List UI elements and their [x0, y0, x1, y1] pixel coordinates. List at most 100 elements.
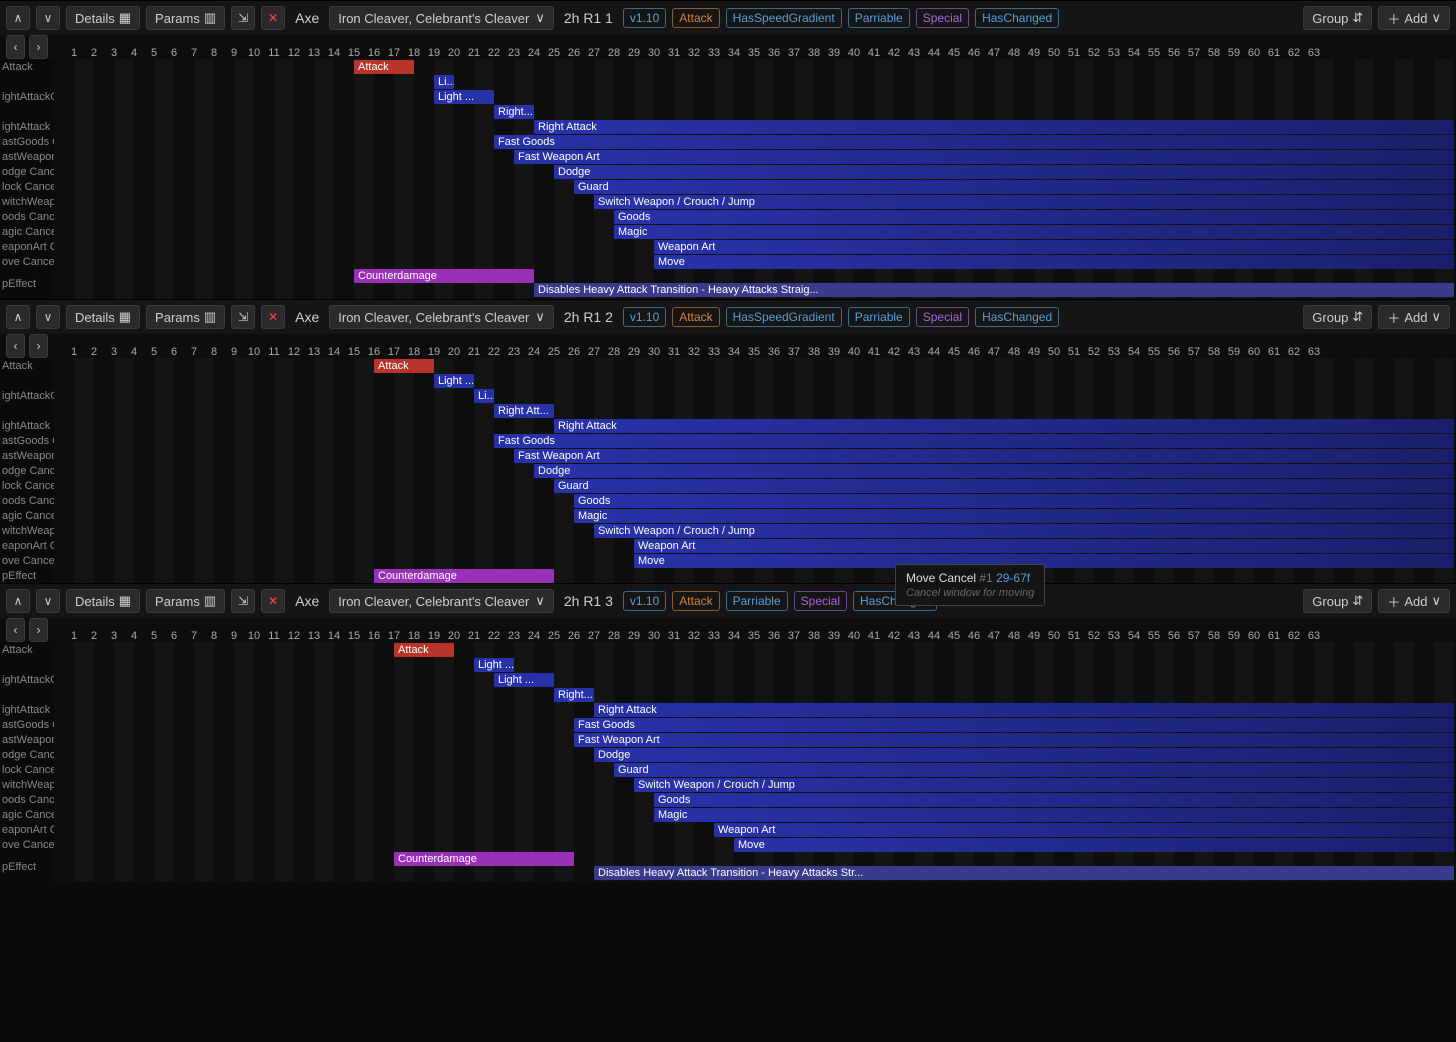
tag-changed[interactable]: HasChanged [975, 8, 1059, 28]
tag-speed[interactable]: HasSpeedGradient [726, 307, 842, 327]
track-strip[interactable]: Magic [54, 807, 1456, 822]
track-strip[interactable]: Goods [54, 209, 1456, 224]
timeline-bar[interactable]: Fast Goods [494, 434, 1454, 448]
timeline-bar[interactable]: Weapon Art [634, 539, 1454, 553]
timeline-bar[interactable]: Guard [554, 479, 1454, 493]
track-strip[interactable]: Light ... [54, 672, 1456, 687]
timeline-bar[interactable]: Attack [374, 359, 434, 373]
tag-parriable[interactable]: Parriable [726, 591, 788, 611]
timeline-bar[interactable]: Li... [434, 75, 454, 89]
track-strip[interactable]: Move [54, 553, 1456, 568]
track-strip[interactable]: Attack [54, 59, 1456, 74]
next-frame-icon[interactable]: › [29, 35, 48, 59]
tag-special[interactable]: Special [794, 591, 847, 611]
timeline-bar[interactable]: Goods [614, 210, 1454, 224]
track-strip[interactable]: Move [54, 837, 1456, 852]
track-strip[interactable]: CounterdamageDisables Heavy Attack Trans… [54, 269, 1456, 299]
tag-version[interactable]: v1.10 [623, 8, 666, 28]
details-button[interactable]: Details ▦ [66, 6, 140, 30]
timeline-bar[interactable]: Fast Goods [494, 135, 1454, 149]
params-button[interactable]: Params ▥ [146, 6, 225, 30]
track-strip[interactable]: Goods [54, 792, 1456, 807]
tag-attack[interactable]: Attack [672, 591, 719, 611]
collapse-up-icon[interactable]: ∧ [6, 305, 30, 329]
timeline-bar[interactable]: Right Att... [494, 404, 554, 418]
timeline-bar[interactable]: Move [734, 838, 1454, 852]
timeline-bar[interactable]: Switch Weapon / Crouch / Jump [634, 778, 1454, 792]
timeline-bar[interactable]: Fast Weapon Art [574, 733, 1454, 747]
next-frame-icon[interactable]: › [29, 334, 48, 358]
collapse-down-icon[interactable]: ∨ [36, 305, 60, 329]
weapon-dropdown[interactable]: Iron Cleaver, Celebrant's Cleaver∨ [329, 6, 554, 30]
group-button[interactable]: Group ⇵ [1303, 6, 1372, 30]
track-strip[interactable]: Right Attack [54, 702, 1456, 717]
track-strip[interactable]: CounterdamageDisables Heavy Attack Trans… [54, 852, 1456, 882]
track-strip[interactable]: Right Attack [54, 418, 1456, 433]
track-strip[interactable]: Counterdamage [54, 568, 1456, 583]
compress-icon[interactable]: ⇲ [231, 589, 255, 613]
timeline-bar[interactable]: Weapon Art [654, 240, 1454, 254]
timeline-bar[interactable]: Goods [654, 793, 1454, 807]
collapse-up-icon[interactable]: ∧ [6, 589, 30, 613]
tag-special[interactable]: Special [916, 8, 969, 28]
track-strip[interactable]: Right... [54, 687, 1456, 702]
track-strip[interactable]: Guard [54, 478, 1456, 493]
details-button[interactable]: Details ▦ [66, 305, 140, 329]
timeline-bar[interactable]: Light ... [434, 374, 474, 388]
timeline-bar[interactable]: Switch Weapon / Crouch / Jump [594, 524, 1454, 538]
timeline-bar[interactable]: Counterdamage [354, 269, 534, 283]
collapse-up-icon[interactable]: ∧ [6, 6, 30, 30]
timeline-bar[interactable]: Guard [574, 180, 1454, 194]
timeline-bar[interactable]: Attack [394, 643, 454, 657]
track-strip[interactable]: Fast Weapon Art [54, 448, 1456, 463]
details-button[interactable]: Details ▦ [66, 589, 140, 613]
timeline-bar[interactable]: Guard [614, 763, 1454, 777]
track-strip[interactable]: Right... [54, 104, 1456, 119]
timeline-bar[interactable]: Counterdamage [374, 569, 554, 583]
timeline-bar[interactable]: Right... [494, 105, 534, 119]
track-strip[interactable]: Light ... [54, 373, 1456, 388]
tag-attack[interactable]: Attack [672, 8, 719, 28]
collapse-down-icon[interactable]: ∨ [36, 589, 60, 613]
timeline-bar[interactable]: Li... [474, 389, 494, 403]
collapse-down-icon[interactable]: ∨ [36, 6, 60, 30]
compress-icon[interactable]: ⇲ [231, 305, 255, 329]
timeline-bar[interactable]: Move [654, 255, 1454, 269]
tag-version[interactable]: v1.10 [623, 307, 666, 327]
tag-parriable[interactable]: Parriable [848, 8, 910, 28]
group-button[interactable]: Group ⇵ [1303, 589, 1372, 613]
add-button[interactable]: ＋ Add ∨ [1378, 6, 1450, 30]
tag-attack[interactable]: Attack [672, 307, 719, 327]
timeline-bar[interactable]: Fast Goods [574, 718, 1454, 732]
close-icon[interactable]: ✕ [261, 6, 285, 30]
timeline-bar[interactable]: Fast Weapon Art [514, 449, 1454, 463]
track-strip[interactable]: Switch Weapon / Crouch / Jump [54, 777, 1456, 792]
track-strip[interactable]: Goods [54, 493, 1456, 508]
prev-frame-icon[interactable]: ‹ [6, 35, 25, 59]
track-strip[interactable]: Right Att... [54, 403, 1456, 418]
track-strip[interactable]: Weapon Art [54, 239, 1456, 254]
timeline-bar[interactable]: Right Attack [594, 703, 1454, 717]
add-button[interactable]: ＋ Add ∨ [1378, 589, 1450, 613]
add-button[interactable]: ＋ Add ∨ [1378, 305, 1450, 329]
track-strip[interactable]: Switch Weapon / Crouch / Jump [54, 523, 1456, 538]
timeline-bar[interactable]: Light ... [494, 673, 554, 687]
track-strip[interactable]: Light ... [54, 657, 1456, 672]
timeline-bar[interactable]: Right Attack [554, 419, 1454, 433]
timeline-bar[interactable]: Disables Heavy Attack Transition - Heavy… [534, 283, 1454, 297]
prev-frame-icon[interactable]: ‹ [6, 618, 25, 642]
tag-parriable[interactable]: Parriable [848, 307, 910, 327]
track-strip[interactable]: Attack [54, 642, 1456, 657]
timeline-bar[interactable]: Switch Weapon / Crouch / Jump [594, 195, 1454, 209]
track-strip[interactable]: Fast Goods [54, 717, 1456, 732]
track-strip[interactable]: Magic [54, 224, 1456, 239]
tag-speed[interactable]: HasSpeedGradient [726, 8, 842, 28]
next-frame-icon[interactable]: › [29, 618, 48, 642]
timeline-bar[interactable]: Right Attack [534, 120, 1454, 134]
track-strip[interactable]: Magic [54, 508, 1456, 523]
track-strip[interactable]: Move [54, 254, 1456, 269]
timeline-bar[interactable]: Weapon Art [714, 823, 1454, 837]
compress-icon[interactable]: ⇲ [231, 6, 255, 30]
track-strip[interactable]: Attack [54, 358, 1456, 373]
timeline-bar[interactable]: Dodge [554, 165, 1454, 179]
